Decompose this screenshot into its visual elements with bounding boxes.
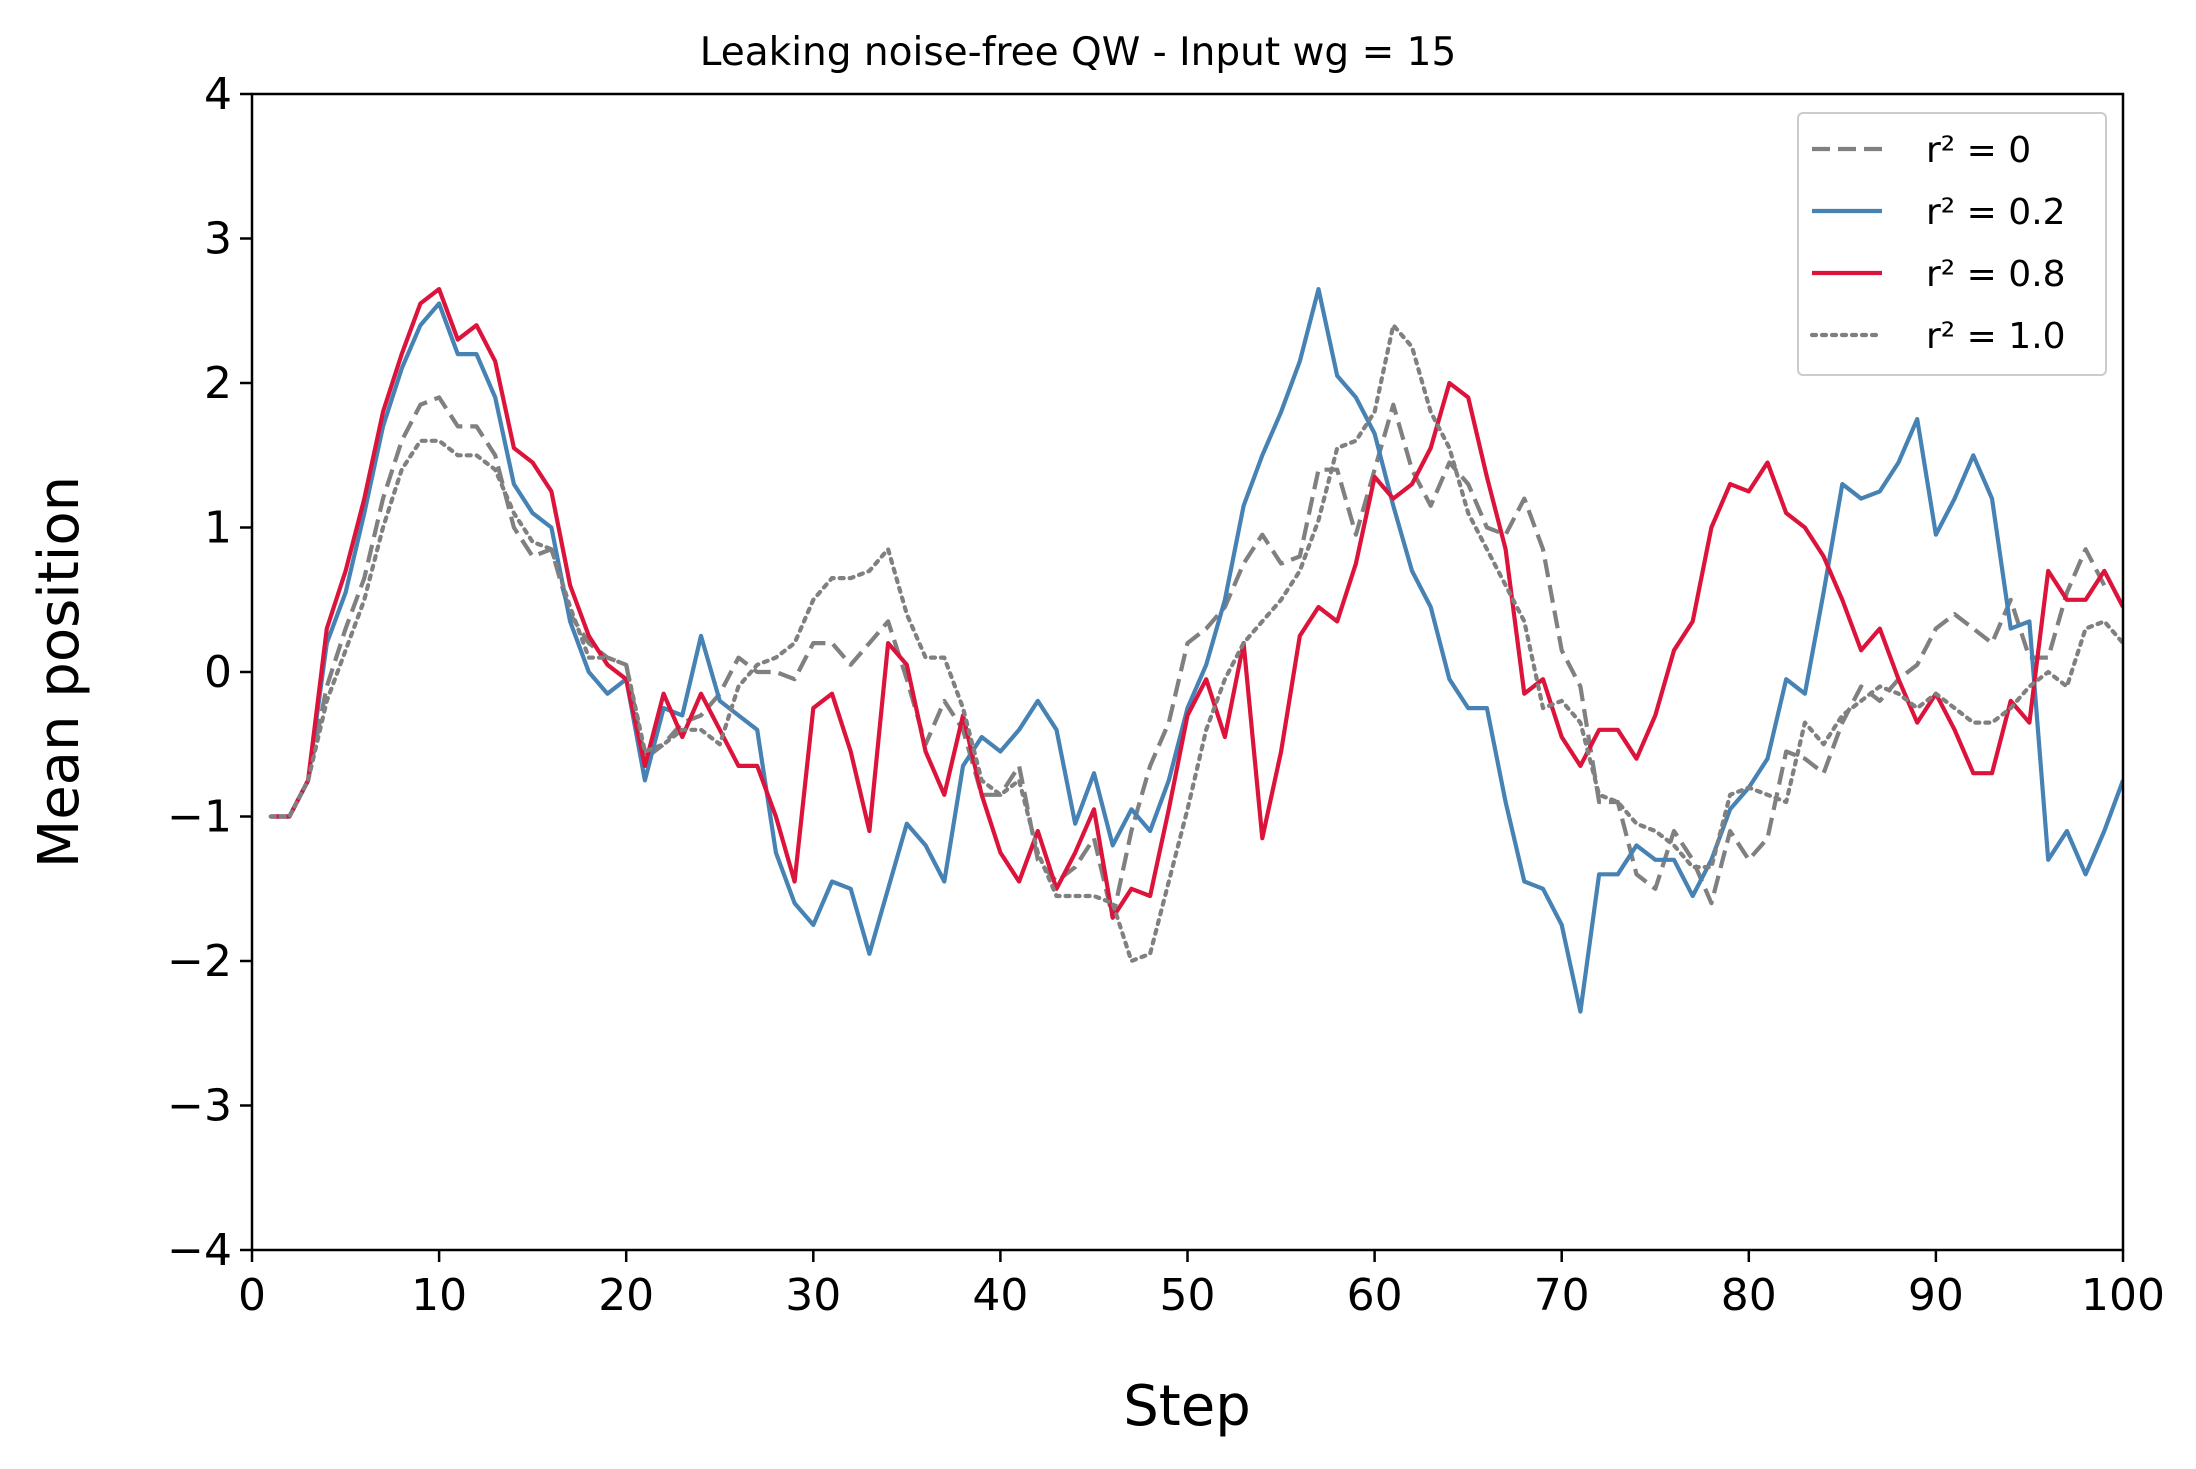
series-layer — [268, 287, 2123, 1014]
y-tick-label: 3 — [204, 214, 232, 265]
series-line-2 — [270, 287, 2123, 920]
x-tick-label: 10 — [411, 1270, 467, 1321]
x-tick-label: 60 — [1347, 1270, 1403, 1321]
series-line-3 — [268, 323, 2123, 964]
x-tick-label: 80 — [1721, 1270, 1777, 1321]
y-tick-label: 1 — [204, 503, 232, 554]
x-tick-label: 30 — [785, 1270, 841, 1321]
y-axis: 4 3 2 1 0 −1 −2 −3 −4 — [167, 69, 252, 1276]
x-tick-label: 90 — [1908, 1270, 1964, 1321]
y-tick-label: 0 — [204, 647, 232, 698]
legend-label-0: r² = 0 — [1926, 130, 2031, 171]
series-line-1 — [270, 287, 2123, 1014]
y-tick-label: −4 — [167, 1225, 232, 1276]
x-tick-label: 50 — [1160, 1270, 1216, 1321]
legend-label-2: r² = 0.8 — [1926, 254, 2066, 295]
x-tick-label: 20 — [598, 1270, 654, 1321]
y-tick-label: 4 — [204, 69, 232, 120]
x-axis-label: Step — [1123, 1374, 1251, 1439]
y-tick-label: −3 — [167, 1081, 232, 1132]
y-tick-label: 2 — [204, 358, 232, 409]
x-tick-label: 100 — [2081, 1270, 2165, 1321]
legend-label-1: r² = 0.2 — [1926, 192, 2066, 233]
legend-box — [1797, 112, 2107, 376]
x-tick-label: 40 — [972, 1270, 1028, 1321]
x-axis: 0 10 20 30 40 50 60 70 80 90 100 — [238, 1250, 2165, 1321]
x-tick-label: 0 — [238, 1270, 266, 1321]
x-tick-label: 70 — [1534, 1270, 1590, 1321]
chart-title: Leaking noise-free QW - Input wg = 15 — [700, 30, 1457, 75]
y-tick-label: −1 — [167, 792, 232, 843]
legend: r² = 0 r² = 0.2 r² = 0.8 r² = 1.0 — [1797, 112, 2107, 376]
y-tick-label: −2 — [167, 936, 232, 987]
y-axis-label: Mean position — [27, 476, 92, 868]
legend-label-3: r² = 1.0 — [1926, 316, 2066, 357]
